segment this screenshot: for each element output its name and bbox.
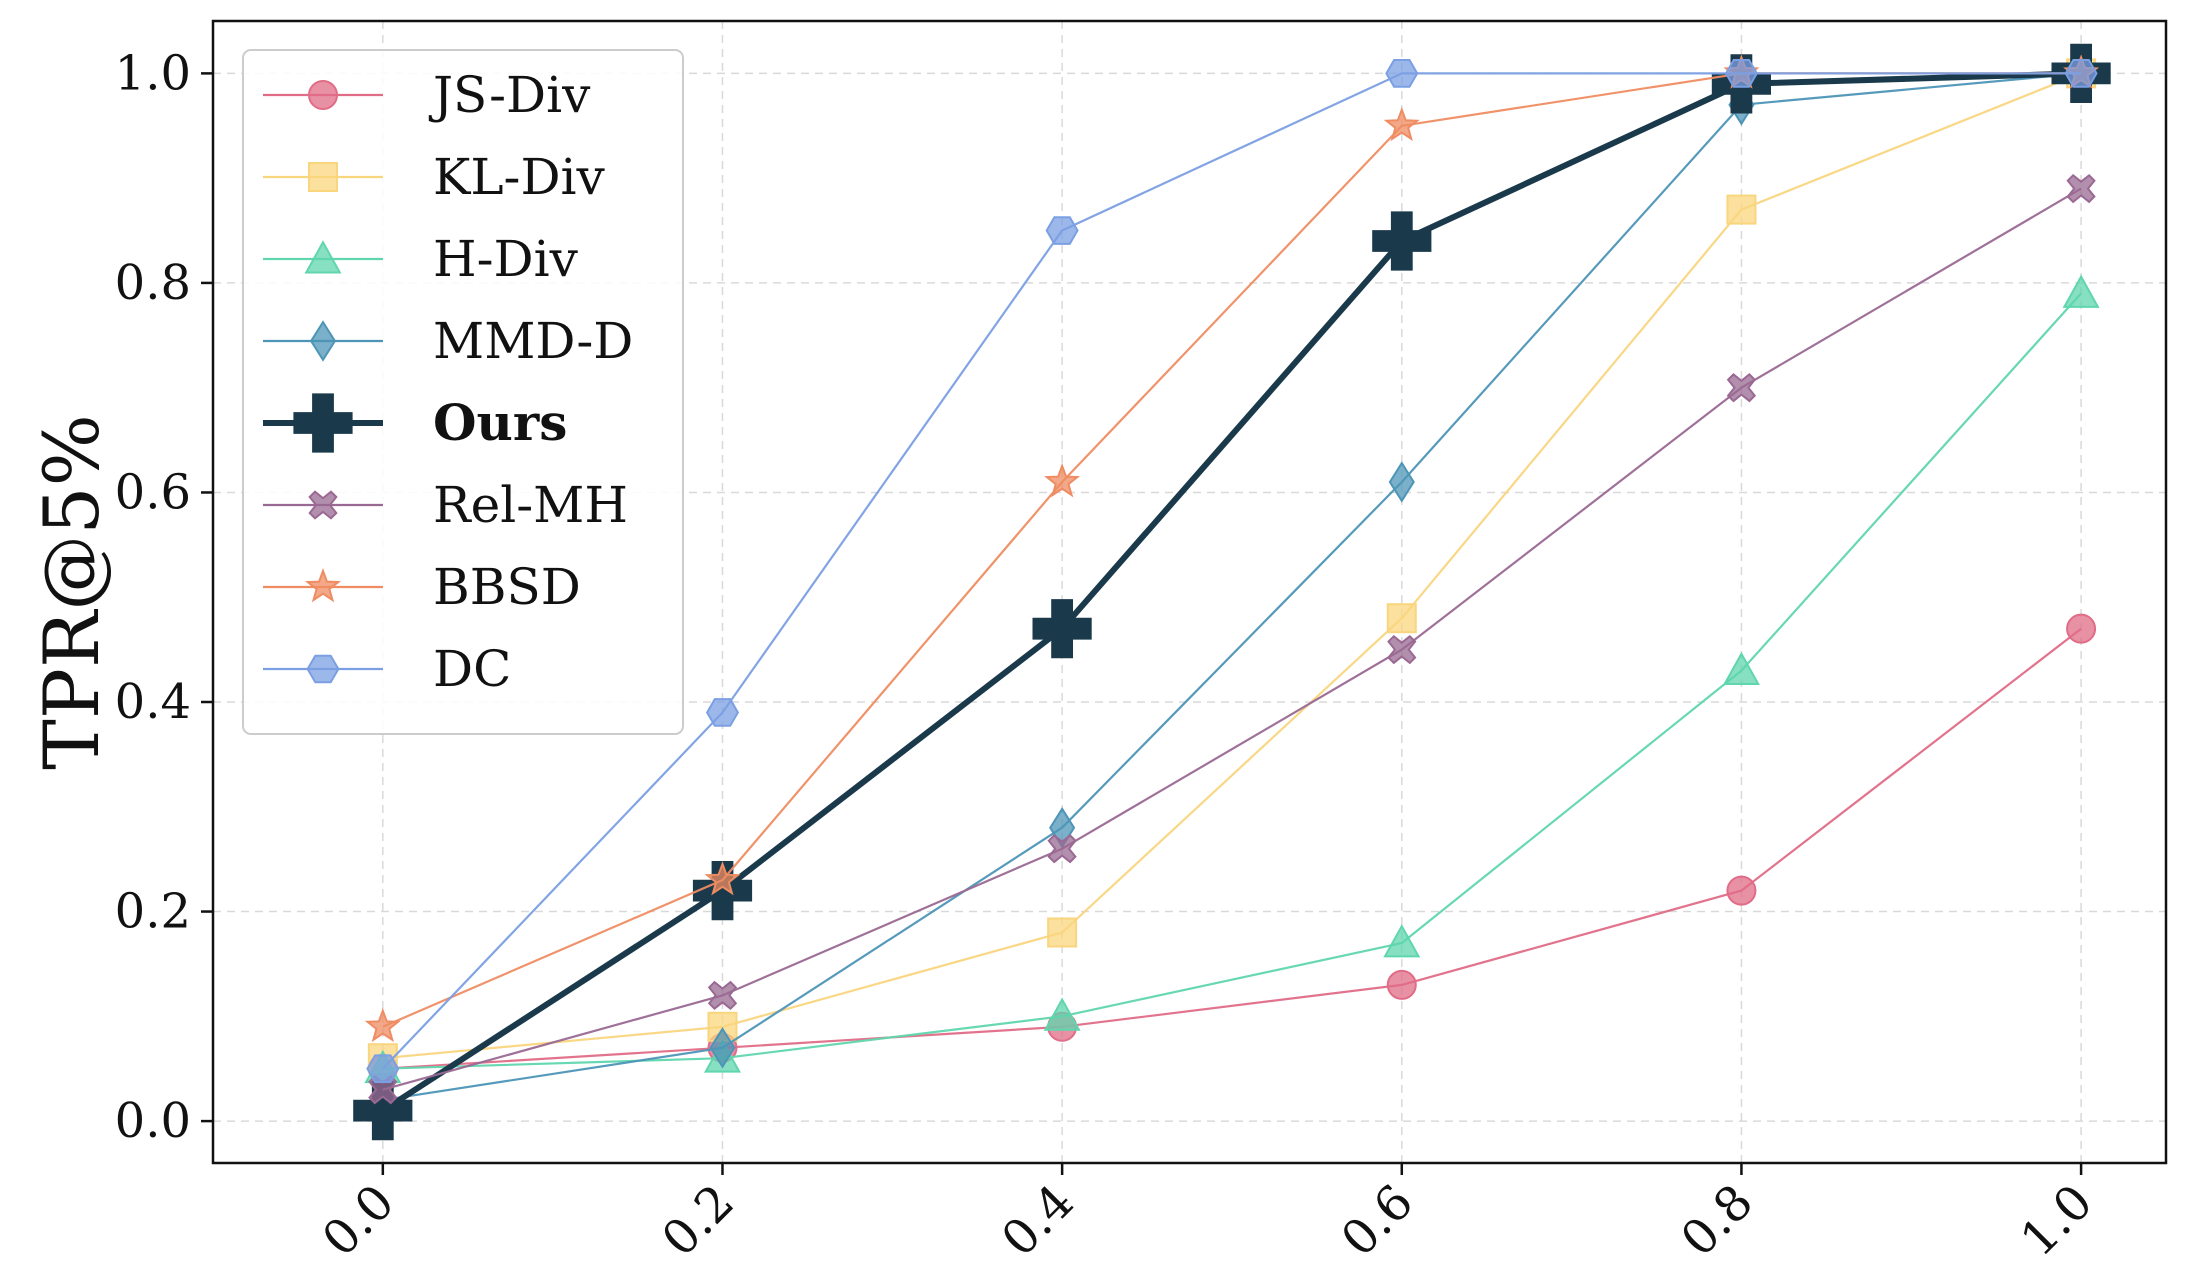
data-point-dc (1385, 59, 1419, 88)
data-point-h-div (1383, 924, 1421, 958)
series-line-dc (382, 72, 2082, 1070)
legend-marker (308, 490, 338, 520)
legend-box (242, 49, 684, 735)
data-point-dc (366, 1054, 400, 1083)
data-point-ours (692, 861, 753, 921)
series-rel-mh (368, 173, 2096, 1105)
data-point-kl-div (1386, 603, 1417, 634)
legend-label: MMD-D (433, 312, 633, 370)
legend-item-kl-div: KL-Div (263, 148, 606, 206)
data-point-rel-mh (1047, 834, 1077, 864)
legend-label: JS-Div (428, 66, 591, 124)
data-point-kl-div (1047, 917, 1078, 948)
legend-label: KL-Div (433, 148, 606, 206)
data-point-rel-mh (707, 980, 738, 1011)
series-line-mmd-d (382, 72, 2082, 1102)
series-group (353, 43, 2111, 1141)
legend-marker (308, 162, 338, 192)
data-point-ours (1372, 211, 1432, 271)
data-point-rel-mh (2066, 173, 2096, 204)
data-point-bbsd (1044, 463, 1081, 498)
series-line-rel-mh (382, 187, 2082, 1091)
data-point-dc (1724, 59, 1758, 88)
data-point-rel-mh (1387, 634, 1417, 665)
series-line-kl-div (382, 72, 2082, 1060)
data-point-js-div (2066, 613, 2097, 644)
legend-item-js-div: JS-Div (263, 66, 591, 124)
data-point-mmd-d (709, 1026, 736, 1069)
data-point-dc (2064, 59, 2098, 88)
data-point-rel-mh (1726, 373, 1757, 403)
legend-label: BBSD (433, 558, 581, 616)
legend-item-dc: DC (263, 640, 511, 698)
y-tick-label: 0.0 (115, 1093, 191, 1149)
data-point-dc (705, 698, 740, 727)
data-point-h-div (1043, 997, 1081, 1031)
legend-item-bbsd: BBSD (263, 558, 581, 616)
legend-label: DC (433, 640, 511, 698)
legend-marker (293, 393, 353, 453)
series-dc (366, 59, 2098, 1083)
series-line-ours (381, 70, 2082, 1114)
data-point-bbsd (364, 1007, 401, 1043)
data-point-ours (1032, 599, 1092, 659)
legend-marker (309, 320, 337, 362)
legend-item-rel-mh: Rel-MH (263, 476, 628, 534)
legend-marker (304, 567, 342, 603)
y-tick-label: 0.6 (115, 464, 191, 520)
data-point-h-div (2062, 274, 2100, 308)
legend-marker (306, 654, 340, 684)
y-tick-label: 0.8 (115, 255, 191, 311)
legend-item-mmd-d: MMD-D (263, 312, 633, 370)
legend-label: Rel-MH (433, 476, 628, 534)
y-axis-title: TPR@5% (27, 414, 116, 770)
y-tick-label: 0.4 (115, 674, 191, 730)
series-line-js-div (382, 627, 2082, 1070)
legend-marker (304, 240, 342, 274)
legend: JS-Div KL-Div H-Div MMD-D Ours Rel-MH BBSD DC (242, 49, 684, 735)
data-point-h-div (1722, 651, 1760, 686)
legend-marker (308, 80, 338, 110)
y-tick-label: 0.2 (115, 884, 191, 940)
plot-frame (211, 19, 2168, 1165)
data-point-js-div (1726, 875, 1757, 906)
data-point-kl-div (1726, 194, 1757, 225)
legend-item-h-div: H-Div (263, 230, 579, 288)
series-line-h-div (382, 292, 2082, 1070)
data-point-mmd-d (1388, 461, 1415, 503)
axes: 0.00.20.40.60.81.00.0 0.2 0.4 0.6 0.8 1.0 (115, 45, 2104, 1267)
data-point-bbsd (1383, 106, 1420, 142)
data-point-bbsd (704, 861, 741, 896)
data-point-dc (1045, 216, 1079, 245)
y-tick-label: 1.0 (115, 45, 191, 101)
legend-label: Ours (433, 393, 567, 452)
legend-item-ours: Ours (263, 393, 567, 453)
data-point-js-div (1386, 969, 1417, 1000)
legend-label: H-Div (433, 230, 579, 288)
